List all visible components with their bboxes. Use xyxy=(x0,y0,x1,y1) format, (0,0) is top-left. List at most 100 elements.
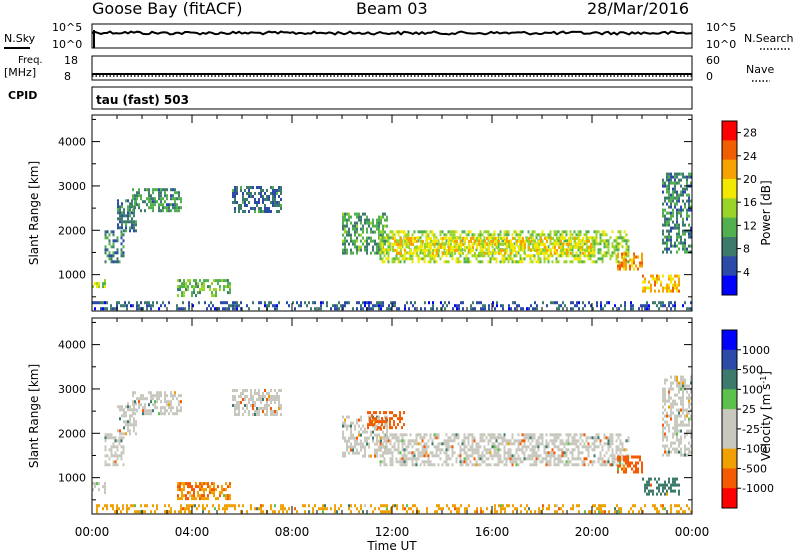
range-cell xyxy=(142,406,144,410)
range-cell xyxy=(504,507,506,511)
range-cell xyxy=(158,307,160,311)
range-cell xyxy=(427,454,430,458)
range-cell xyxy=(258,198,260,201)
range-cell xyxy=(408,507,410,511)
range-cell xyxy=(266,207,268,210)
range-cell xyxy=(232,189,234,192)
range-cell xyxy=(644,504,646,508)
range-cell xyxy=(391,457,394,461)
range-cell xyxy=(621,236,624,240)
range-cell xyxy=(599,457,602,461)
range-cell xyxy=(356,245,358,249)
range-cell xyxy=(266,210,268,213)
range-cell xyxy=(116,439,119,443)
range-cell xyxy=(604,510,606,514)
range-cell xyxy=(242,392,244,395)
range-cell xyxy=(501,260,504,264)
range-cell xyxy=(616,504,618,508)
range-cell xyxy=(480,301,482,305)
range-cell xyxy=(166,194,168,198)
range-cell xyxy=(680,399,682,403)
range-cell xyxy=(135,423,137,427)
range-cell xyxy=(650,477,652,481)
range-cell xyxy=(379,242,382,246)
range-cell xyxy=(678,280,680,284)
range-cell xyxy=(684,175,686,179)
time-tick-label: 04:00 xyxy=(175,525,210,539)
range-cell xyxy=(678,247,680,251)
range-cell xyxy=(555,257,558,261)
range-cell xyxy=(598,504,600,508)
range-cell xyxy=(509,442,512,446)
range-cell xyxy=(170,188,172,192)
range-cell xyxy=(465,457,468,461)
range-cell xyxy=(690,435,692,439)
range-cell xyxy=(411,463,414,467)
range-cell xyxy=(425,442,428,446)
range-cell xyxy=(378,507,380,511)
range-cell xyxy=(441,239,444,243)
range-cell xyxy=(565,439,568,443)
range-cell xyxy=(620,304,622,308)
range-cell xyxy=(272,398,274,401)
range-cell xyxy=(373,411,375,415)
range-cell xyxy=(513,260,516,264)
range-cell xyxy=(682,199,684,203)
range-cell xyxy=(520,504,522,508)
range-cell xyxy=(229,497,231,501)
range-cell xyxy=(515,457,518,461)
range-cell xyxy=(563,442,566,446)
range-cell xyxy=(227,291,229,295)
range-cell xyxy=(411,257,414,261)
cpid-strip-frame xyxy=(91,86,693,110)
range-cell xyxy=(451,439,454,443)
range-cell xyxy=(445,254,448,258)
range-cell xyxy=(554,245,556,249)
range-cell xyxy=(513,460,516,464)
range-cell xyxy=(421,451,424,455)
range-cell xyxy=(682,378,684,382)
range-cell xyxy=(250,195,252,198)
range-cell xyxy=(519,439,522,443)
range-cell xyxy=(154,394,156,398)
time-tick-label: 00:00 xyxy=(675,525,710,539)
range-cell xyxy=(556,242,558,246)
range-cell xyxy=(140,307,142,311)
range-cell xyxy=(435,436,438,440)
range-cell xyxy=(475,451,478,455)
range-cell xyxy=(386,233,388,237)
range-cell xyxy=(356,448,358,452)
range-cell xyxy=(398,239,400,243)
range-cell xyxy=(499,454,502,458)
range-cell xyxy=(381,245,384,249)
range-cell xyxy=(370,251,372,255)
range-cell xyxy=(360,418,362,422)
range-cell xyxy=(395,257,398,261)
range-cell xyxy=(272,410,274,413)
range-cell xyxy=(166,188,168,192)
range-cell xyxy=(140,301,142,305)
range-cell xyxy=(366,218,368,222)
range-cell xyxy=(425,230,428,234)
range-cell xyxy=(344,424,346,428)
range-cell xyxy=(429,257,432,261)
range-cell xyxy=(180,394,182,398)
range-cell xyxy=(401,457,404,461)
range-cell xyxy=(472,236,474,240)
range-cell xyxy=(178,206,180,210)
range-cell xyxy=(482,307,484,311)
range-cell xyxy=(534,510,536,514)
range-cell xyxy=(555,445,558,449)
range-cell xyxy=(674,483,676,487)
range-cell xyxy=(427,260,430,264)
range-cell xyxy=(465,436,468,440)
range-cell xyxy=(615,236,618,240)
range-cell xyxy=(623,261,625,265)
range-cell xyxy=(678,178,680,182)
range-cell xyxy=(425,448,428,452)
range-cell xyxy=(684,432,686,436)
range-cell xyxy=(595,242,598,246)
range-cell xyxy=(104,307,106,311)
range-cell xyxy=(114,251,117,255)
range-cell xyxy=(144,209,146,213)
